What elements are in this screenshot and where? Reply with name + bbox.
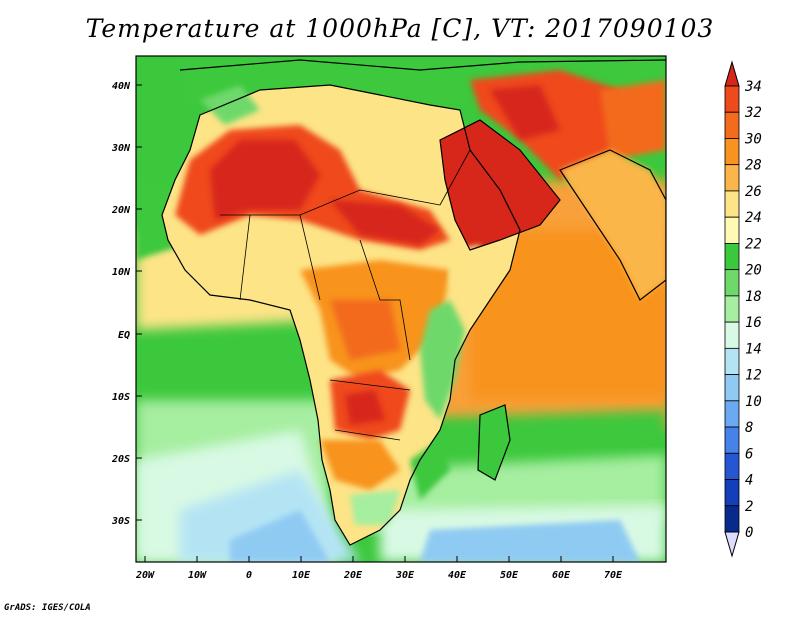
lon-tick-30E: 30E xyxy=(395,556,415,581)
colorbar-label: 20 xyxy=(745,263,762,279)
colorbar-swatch xyxy=(724,452,740,480)
lon-tick-10W: 10W xyxy=(188,556,207,581)
plot-frame xyxy=(135,55,667,563)
colorbar-label: 8 xyxy=(745,420,753,436)
svg-text:10S: 10S xyxy=(112,392,130,403)
svg-text:30N: 30N xyxy=(111,143,131,154)
colorbar-swatch xyxy=(724,269,740,297)
latitude-axis: 40N 30N 20N 10N EQ 10S 20S 30S xyxy=(111,81,142,527)
lon-tick-10E: 10E xyxy=(292,556,311,581)
colorbar-label: 0 xyxy=(745,525,753,541)
colorbar-swatch xyxy=(724,216,740,244)
colorbar-label: 10 xyxy=(745,394,762,410)
colorbar-min-arrow xyxy=(724,531,740,558)
colorbar-swatch xyxy=(724,374,740,402)
lon-tick-50E: 50E xyxy=(500,556,519,581)
svg-text:20S: 20S xyxy=(111,454,130,465)
colorbar-swatch xyxy=(724,243,740,271)
lat-tick-30S: 30S xyxy=(111,516,142,527)
svg-text:50E: 50E xyxy=(500,570,519,581)
lon-tick-60E: 60E xyxy=(552,556,571,581)
colorbar-swatch xyxy=(724,85,740,113)
colorbar-swatch xyxy=(724,400,740,428)
colorbar-label: 32 xyxy=(744,105,762,121)
svg-text:30E: 30E xyxy=(395,570,415,581)
svg-text:20W: 20W xyxy=(135,570,155,581)
colorbar-label: 18 xyxy=(745,289,762,305)
svg-text:20N: 20N xyxy=(111,205,131,216)
lon-tick-20W: 20W xyxy=(135,556,155,581)
svg-text:70E: 70E xyxy=(604,570,623,581)
temperature-field xyxy=(136,56,666,562)
colorbar-label: 14 xyxy=(745,341,762,357)
colorbar-swatch xyxy=(724,295,740,323)
colorbar-label: 2 xyxy=(745,499,753,515)
svg-text:0: 0 xyxy=(246,570,252,581)
colorbar-label: 28 xyxy=(745,158,762,174)
lat-tick-20S: 20S xyxy=(111,454,142,465)
colorbar-label: 12 xyxy=(745,368,762,384)
svg-text:40N: 40N xyxy=(112,81,131,92)
colorbar-swatch xyxy=(724,479,740,507)
svg-text:10N: 10N xyxy=(112,267,131,278)
colorbar-label: 34 xyxy=(744,79,762,95)
colorbar-swatch xyxy=(724,138,740,166)
svg-text:10E: 10E xyxy=(292,570,311,581)
colorbar-swatch xyxy=(724,505,740,533)
lat-tick-EQ: EQ xyxy=(118,330,142,341)
colorbar-swatch xyxy=(724,426,740,454)
svg-text:30S: 30S xyxy=(111,516,130,527)
coastlines xyxy=(161,59,666,546)
longitude-axis: 20W 10W 0 10E 20E 30E 40E 50E xyxy=(135,556,623,581)
lon-tick-40E: 40E xyxy=(448,556,467,581)
lat-tick-10S: 10S xyxy=(112,392,142,403)
colorbar-swatch xyxy=(724,190,740,218)
colorbar-label: 16 xyxy=(745,315,762,331)
colorbar-max-arrow xyxy=(724,60,740,87)
colorbar-label: 24 xyxy=(745,210,762,226)
lat-tick-30N: 30N xyxy=(111,143,142,154)
lon-tick-20E: 20E xyxy=(343,556,363,581)
colorbar-label: 6 xyxy=(745,446,753,462)
credit-text: GrADS: IGES/COLA xyxy=(4,603,91,613)
lat-tick-40N: 40N xyxy=(112,81,142,92)
colorbar-label: 4 xyxy=(745,473,753,489)
lon-tick-0: 0 xyxy=(246,556,252,581)
svg-text:EQ: EQ xyxy=(118,330,130,341)
colorbar-label: 30 xyxy=(744,131,762,147)
svg-text:40E: 40E xyxy=(448,570,467,581)
svg-text:20E: 20E xyxy=(343,570,363,581)
colorbar-label: 22 xyxy=(745,236,762,252)
lat-tick-20N: 20N xyxy=(111,205,142,216)
lon-tick-70E: 70E xyxy=(604,556,623,581)
colorbar-swatch xyxy=(724,111,740,139)
colorbar-swatch xyxy=(724,321,740,349)
colorbar-label: 26 xyxy=(745,184,762,200)
svg-text:60E: 60E xyxy=(552,570,571,581)
colorbar-swatch xyxy=(724,164,740,192)
colorbar-swatch xyxy=(724,347,740,375)
map-title: Temperature at 1000hPa [C], VT: 20170901… xyxy=(85,14,715,43)
lat-tick-10N: 10N xyxy=(112,267,142,278)
svg-text:10W: 10W xyxy=(188,570,207,581)
